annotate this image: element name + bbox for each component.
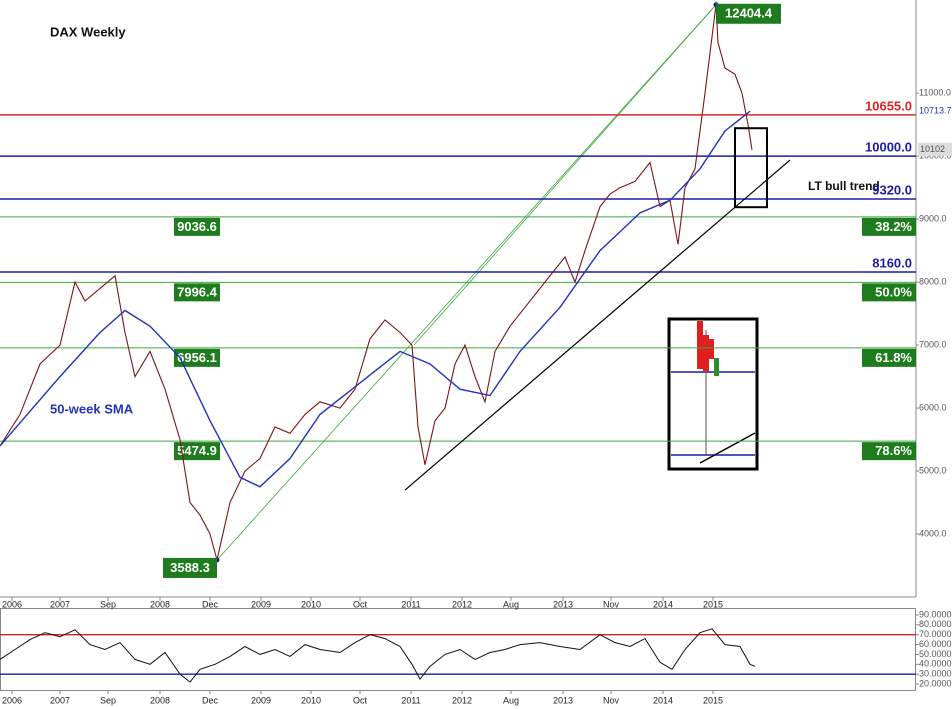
level-label: 8160.0 <box>872 255 912 270</box>
y-tick-label: 60.0000 <box>919 639 952 649</box>
level-label: 10000.0 <box>865 140 912 155</box>
x-tick-label: 2011 <box>401 599 420 609</box>
trend-line <box>404 159 791 491</box>
x-tick-label: 2011 <box>401 695 420 705</box>
level-label: 9320.0 <box>872 182 912 197</box>
x-tick-label: 2010 <box>301 695 321 705</box>
x-tick-label: Aug <box>503 695 519 705</box>
inset-candle <box>697 321 703 369</box>
y-tick-label: 80.0000 <box>919 619 952 629</box>
highlight-box <box>734 127 768 209</box>
y-tick-label: 20.0000 <box>919 678 952 688</box>
extreme-label: 12404.4 <box>725 6 773 21</box>
fib-value-box <box>174 348 220 367</box>
x-tick-label: Dec <box>202 695 219 705</box>
x-tick-label: Sep <box>100 599 116 609</box>
x-tick-label: 2014 <box>653 599 673 609</box>
rsi-frame <box>0 608 916 691</box>
y-tick-label: 11000.0 <box>919 88 951 98</box>
fib-ratio-label: 61.8% <box>875 350 912 365</box>
last-sma-label: 10713.7 <box>919 106 952 116</box>
fib-value-label: 9036.6 <box>177 219 217 234</box>
x-tick-label: Sep <box>100 695 116 705</box>
x-tick-label: 2006 <box>2 695 22 705</box>
fib-ratio-box <box>862 348 916 367</box>
sma-line <box>0 110 751 488</box>
y-tick-label: 9000.0 <box>919 214 947 224</box>
last-price-label: 10102 <box>920 144 945 154</box>
price-line <box>0 4 753 561</box>
inset-candle <box>703 335 709 371</box>
y-tick-label: 7000.0 <box>919 339 947 349</box>
fib-value-label: 7996.4 <box>177 284 218 299</box>
extreme-label: 3588.3 <box>170 560 210 575</box>
x-tick-label: 2007 <box>50 695 70 705</box>
inset-candle <box>714 358 719 376</box>
x-tick-label: 2013 <box>553 599 573 609</box>
x-tick-label: 2007 <box>50 599 70 609</box>
x-tick-label: 2010 <box>301 599 321 609</box>
x-tick-label: Oct <box>353 599 368 609</box>
inset-candle <box>709 339 714 359</box>
x-tick-label: 2009 <box>251 695 271 705</box>
fib-ratio-label: 38.2% <box>875 219 912 234</box>
rsi-line <box>0 628 756 683</box>
x-tick-label: Dec <box>202 599 219 609</box>
extreme-box <box>163 557 217 578</box>
fib-value-box <box>174 442 220 461</box>
extreme-box <box>716 3 781 24</box>
sma-label: 50-week SMA <box>50 401 134 416</box>
fib-value-box <box>174 283 220 302</box>
y-tick-label: 50.0000 <box>919 649 952 659</box>
y-tick-label: 6000.0 <box>919 402 947 412</box>
x-tick-label: 2015 <box>703 599 723 609</box>
fib-ratio-label: 50.0% <box>875 284 912 299</box>
x-tick-label: 2009 <box>251 599 271 609</box>
y-tick-label: 70.0000 <box>919 629 952 639</box>
x-tick-label: Nov <box>603 599 620 609</box>
inset-zoom <box>667 317 759 471</box>
y-tick-label: 8000.0 <box>919 277 947 287</box>
x-tick-label: 2012 <box>452 599 472 609</box>
x-tick-label: 2015 <box>703 695 723 705</box>
fib-ratio-box <box>862 442 916 461</box>
x-tick-label: 2008 <box>150 695 170 705</box>
channel-line <box>413 4 717 346</box>
fib-value-label: 5474.9 <box>177 443 217 458</box>
inset-trend <box>699 432 756 464</box>
x-tick-label: 2008 <box>150 599 170 609</box>
fib-ratio-box <box>862 217 916 236</box>
y-tick-label: 30.0000 <box>919 669 952 679</box>
trend-label: LT bull trend <box>808 179 880 193</box>
fib-value-box <box>174 217 220 236</box>
y-tick-label: 90.0000 <box>919 609 952 619</box>
y-tick-label: 4000.0 <box>919 528 947 538</box>
last-price-box <box>918 142 952 156</box>
x-tick-label: Aug <box>503 599 519 609</box>
y-tick-label: 5000.0 <box>919 465 947 475</box>
level-label: 10655.0 <box>865 98 912 113</box>
x-tick-label: 2013 <box>553 695 573 705</box>
x-tick-label: 2012 <box>452 695 472 705</box>
fib-ratio-label: 78.6% <box>875 443 912 458</box>
chart-title: DAX Weekly <box>50 24 126 39</box>
x-tick-label: 2006 <box>2 599 22 609</box>
fib-ratio-box <box>862 283 916 302</box>
x-tick-label: 2014 <box>653 695 673 705</box>
x-tick-label: Oct <box>353 695 368 705</box>
y-tick-label: 40.0000 <box>919 659 952 669</box>
x-tick-label: Nov <box>603 695 620 705</box>
fib-value-label: 6956.1 <box>177 350 217 365</box>
